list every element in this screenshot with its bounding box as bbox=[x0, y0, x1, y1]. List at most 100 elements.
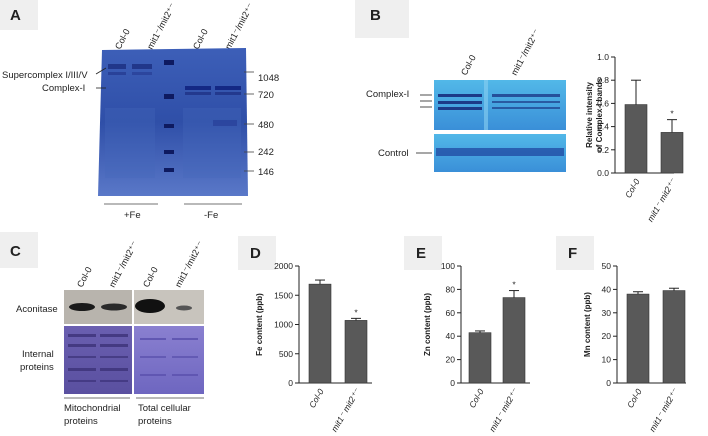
panel-a-lane-3: Col-0 bbox=[191, 27, 210, 51]
panel-c-internal-mito bbox=[64, 326, 132, 394]
panel-c-mito-label: Mitochondrial bbox=[64, 403, 121, 414]
chart-d-bar bbox=[344, 320, 368, 384]
panel-b-lane-2: mit1⁻/mit2⁺⁻ bbox=[509, 27, 542, 77]
panel-c-lane-3: Col-0 bbox=[141, 265, 160, 289]
chart-f: 0 10 20 30 40 50 Mn content (ppb) Col-0 mit1⁻ mi… bbox=[583, 261, 686, 434]
chart-d-category: mit1⁻ mit2⁺⁻ bbox=[329, 386, 362, 434]
chart-b-ylabel-line: Relative intensity bbox=[585, 82, 594, 148]
chart-f-ytick-label: 30 bbox=[602, 308, 612, 318]
chart-e-bar bbox=[502, 297, 526, 384]
panel-a-marker-1048: 1048 bbox=[258, 73, 279, 84]
panel-d-letter-bg bbox=[238, 236, 276, 270]
panel-f: F 0 10 20 30 40 50 Mn content (ppb) Col-0 mit1⁻ … bbox=[556, 236, 686, 434]
chart-f-ytick-label: 0 bbox=[606, 378, 611, 388]
panel-a: A Col-0 mit1⁻/mit2⁺⁻ Col-0 mit1⁻/mit2⁺⁻ bbox=[0, 0, 279, 221]
chart-d-category: Col-0 bbox=[307, 387, 326, 410]
panel-c-letter: C bbox=[10, 243, 21, 260]
chart-b-ytick-label: 0.6 bbox=[597, 98, 609, 108]
panel-b-letter: B bbox=[370, 7, 381, 24]
panel-c-aconitase-blot-mito bbox=[64, 290, 132, 324]
chart-b-ytick-label: 0.0 bbox=[597, 168, 609, 178]
panel-a-lane-1: Col-0 bbox=[113, 27, 132, 51]
panel-c-lane-2: mit1⁻/mit2⁺⁻ bbox=[107, 239, 140, 289]
panel-a-marker-ticks bbox=[244, 71, 254, 172]
panel-b-arrows bbox=[416, 94, 432, 154]
panel-b-control-label: Control bbox=[378, 148, 409, 159]
panel-a-supercomplex-label: Supercomplex I/III/V bbox=[2, 70, 88, 81]
panel-a-complex-i-label: Complex-I bbox=[42, 83, 85, 94]
chart-f-ytick-label: 40 bbox=[602, 284, 612, 294]
chart-f-category: mit1⁻ mit2⁺⁻ bbox=[647, 386, 680, 434]
panel-e-letter: E bbox=[416, 245, 426, 262]
chart-d-ytick-label: 2000 bbox=[274, 261, 293, 271]
chart-d-ytick-label: 1000 bbox=[274, 320, 293, 330]
chart-e-significance: * bbox=[512, 280, 516, 290]
panel-c-internal-label: Internal bbox=[22, 349, 54, 360]
panel-b-letter-bg bbox=[355, 0, 409, 38]
panel-b-lane-1: Col-0 bbox=[459, 53, 478, 77]
panel-f-letter-bg bbox=[556, 236, 594, 270]
panel-c-aconitase-blot-total bbox=[134, 290, 204, 324]
chart-e-ytick-label: 20 bbox=[446, 355, 456, 365]
chart-e-category: mit1⁻ mit2⁺⁻ bbox=[487, 386, 520, 434]
panel-a-lane-4: mit1⁻/mit2⁺⁻ bbox=[223, 1, 256, 51]
panel-b: B Col-0 mit1⁻/mit2⁺⁻ Complex-I Control 0… bbox=[355, 0, 684, 224]
panel-d: D 0 500 1000 1500 2000 Fe content (ppb) Col-0 *… bbox=[238, 236, 372, 434]
panel-a-lane-2: mit1⁻/mit2⁺⁻ bbox=[145, 1, 178, 51]
chart-e-ytick-label: 60 bbox=[446, 308, 456, 318]
panel-e: E 0 20 40 60 80 100 Zn content (ppb) Col-0 * mit1… bbox=[404, 236, 530, 434]
panel-a-letter: A bbox=[10, 7, 21, 24]
panel-a-marker-242: 242 bbox=[258, 147, 274, 158]
chart-e-ytick-label: 80 bbox=[446, 284, 456, 294]
panel-d-letter: D bbox=[250, 245, 261, 262]
chart-e-bar bbox=[468, 332, 492, 384]
chart-e-ytick-label: 40 bbox=[446, 331, 456, 341]
chart-d-ylabel: Fe content (ppb) bbox=[255, 293, 264, 356]
chart-f-category: Col-0 bbox=[625, 387, 644, 410]
panel-c-proteins-label: proteins bbox=[20, 362, 54, 373]
panel-a-marker-480: 480 bbox=[258, 120, 274, 131]
panel-c-total-label: Total cellular bbox=[138, 403, 191, 414]
chart-f-ytick-label: 50 bbox=[602, 261, 612, 271]
panel-f-letter: F bbox=[568, 245, 577, 262]
chart-b-ytick-label: 1.0 bbox=[597, 52, 609, 62]
chart-b-bar bbox=[624, 104, 648, 174]
panel-c: C Col-0 mit1⁻/mit2⁺⁻ Col-0 mit1⁻/mit2⁺⁻ bbox=[0, 232, 206, 427]
chart-d: 0 500 1000 1500 2000 Fe content (ppb) Col-0 * mi… bbox=[255, 261, 372, 434]
chart-e-category: Col-0 bbox=[467, 387, 486, 410]
panel-a-plus-fe: +Fe bbox=[124, 210, 141, 221]
chart-b-ytick-label: 0.2 bbox=[597, 145, 609, 155]
chart-d-bar bbox=[308, 283, 332, 384]
panel-a-marker-146: 146 bbox=[258, 167, 274, 178]
chart-d-ytick-label: 500 bbox=[279, 349, 293, 359]
panel-b-gel-control bbox=[434, 134, 566, 172]
chart-b-category: Col-0 bbox=[623, 177, 642, 200]
panel-c-lane-1: Col-0 bbox=[75, 265, 94, 289]
chart-f-ylabel: Mn content (ppb) bbox=[583, 292, 592, 357]
chart-f-bar bbox=[626, 293, 650, 384]
chart-d-ytick-label: 0 bbox=[288, 378, 293, 388]
panel-c-lane-4: mit1⁻/mit2⁺⁻ bbox=[173, 239, 206, 289]
panel-a-letter-bg bbox=[0, 0, 38, 30]
panel-a-gel bbox=[98, 48, 248, 196]
chart-e-ytick-label: 0 bbox=[450, 378, 455, 388]
chart-b-ytick-label: 0.8 bbox=[597, 75, 609, 85]
panel-a-band-arrows bbox=[95, 67, 107, 89]
chart-d-significance: * bbox=[354, 307, 358, 317]
chart-f-ytick-label: 20 bbox=[602, 331, 612, 341]
chart-b-ylabel-line: of Complex-I bands bbox=[595, 77, 604, 152]
chart-f-bar bbox=[662, 290, 686, 384]
panel-c-internal-total bbox=[134, 326, 204, 394]
panel-b-complex-i-label: Complex-I bbox=[366, 89, 409, 100]
chart-e: 0 20 40 60 80 100 Zn content (ppb) Col-0 * mit1⁻ … bbox=[423, 261, 530, 434]
chart-b-significance: * bbox=[670, 109, 674, 119]
panel-c-aconitase-label: Aconitase bbox=[16, 304, 58, 315]
chart-e-ylabel: Zn content (ppb) bbox=[423, 293, 432, 356]
panel-c-total-label-2: proteins bbox=[138, 416, 172, 427]
panel-c-letter-bg bbox=[0, 232, 38, 268]
chart-e-ytick-label: 100 bbox=[441, 261, 455, 271]
chart-b-ytick-label: 0.4 bbox=[597, 122, 609, 132]
chart-b-category: mit1⁻ mit2⁺⁻ bbox=[645, 176, 678, 224]
panel-c-mito-label-2: proteins bbox=[64, 416, 98, 427]
